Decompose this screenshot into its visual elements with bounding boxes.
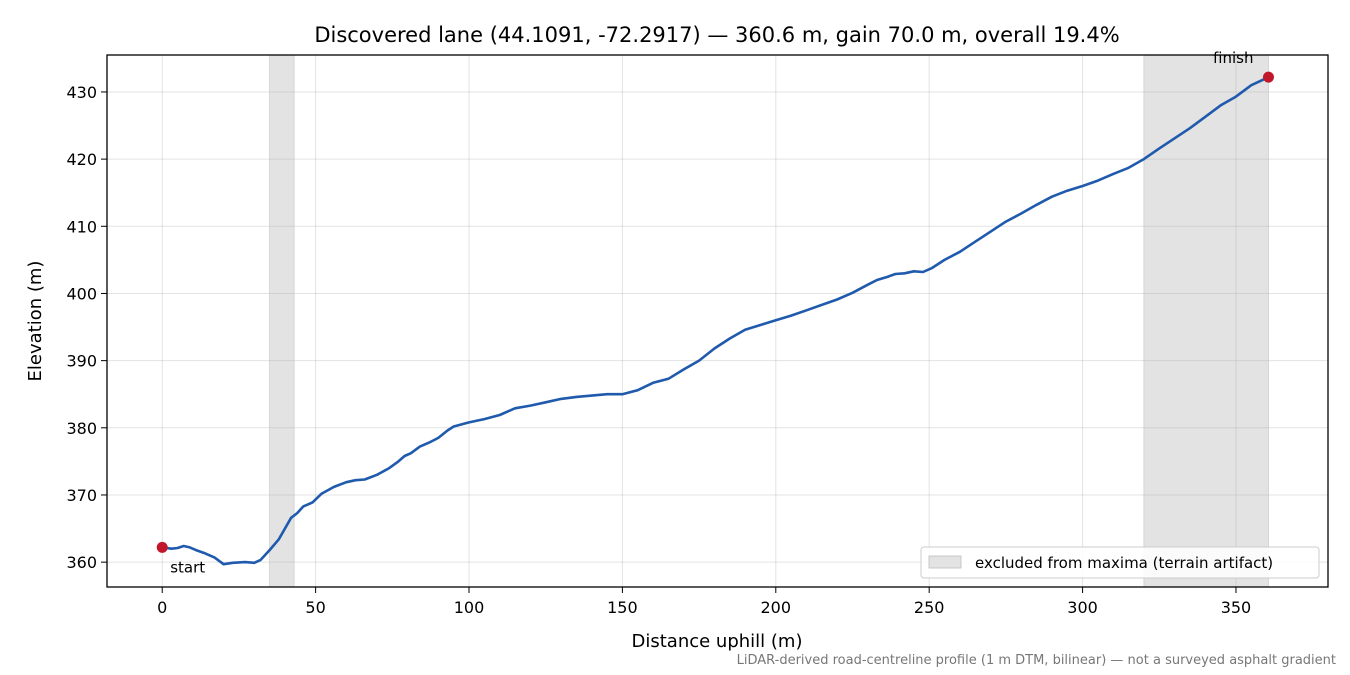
y-axis-label: Elevation (m) [25,261,46,382]
x-tick-label: 250 [914,598,945,617]
finish-label: finish [1213,49,1253,67]
x-tick-label: 50 [305,598,325,617]
chart-title: Discovered lane (44.1091, -72.2917) — 36… [314,23,1119,47]
x-axis-ticks: 0 50 100 150 200 250 300 350 [157,587,1251,617]
y-tick-label: 360 [66,553,97,572]
excluded-span-0 [269,54,295,588]
y-tick-label: 390 [66,352,97,371]
legend-label: excluded from maxima (terrain artifact) [975,554,1273,572]
x-tick-label: 200 [761,598,792,617]
legend-swatch [928,555,962,569]
y-axis-ticks: 360 370 380 390 400 410 420 430 [66,83,107,572]
start-marker [156,541,168,553]
legend: excluded from maxima (terrain artifact) [920,546,1320,579]
grid-lines [107,55,1328,587]
y-tick-label: 430 [66,83,97,102]
plot-frame [106,54,1329,588]
x-tick-label: 100 [454,598,485,617]
markers-layer: start finish [156,49,1274,576]
footnote: LiDAR-derived road-centreline profile (1… [737,653,1336,668]
x-axis-label: Distance uphill (m) [632,631,803,652]
x-tick-label: 0 [157,598,167,617]
series-layer [160,75,1270,566]
excluded-spans [269,54,1269,588]
excluded-span-1 [1143,54,1269,588]
x-tick-label: 350 [1221,598,1252,617]
y-tick-label: 420 [66,150,97,169]
y-tick-label: 400 [66,284,97,303]
start-label: start [170,558,205,576]
legend-box [920,546,1320,579]
x-tick-label: 300 [1067,598,1098,617]
finish-marker [1262,71,1274,83]
y-tick-label: 370 [66,486,97,505]
y-tick-label: 380 [66,419,97,438]
elevation-profile-line [160,75,1270,566]
y-tick-label: 410 [66,217,97,236]
x-tick-label: 150 [607,598,638,617]
